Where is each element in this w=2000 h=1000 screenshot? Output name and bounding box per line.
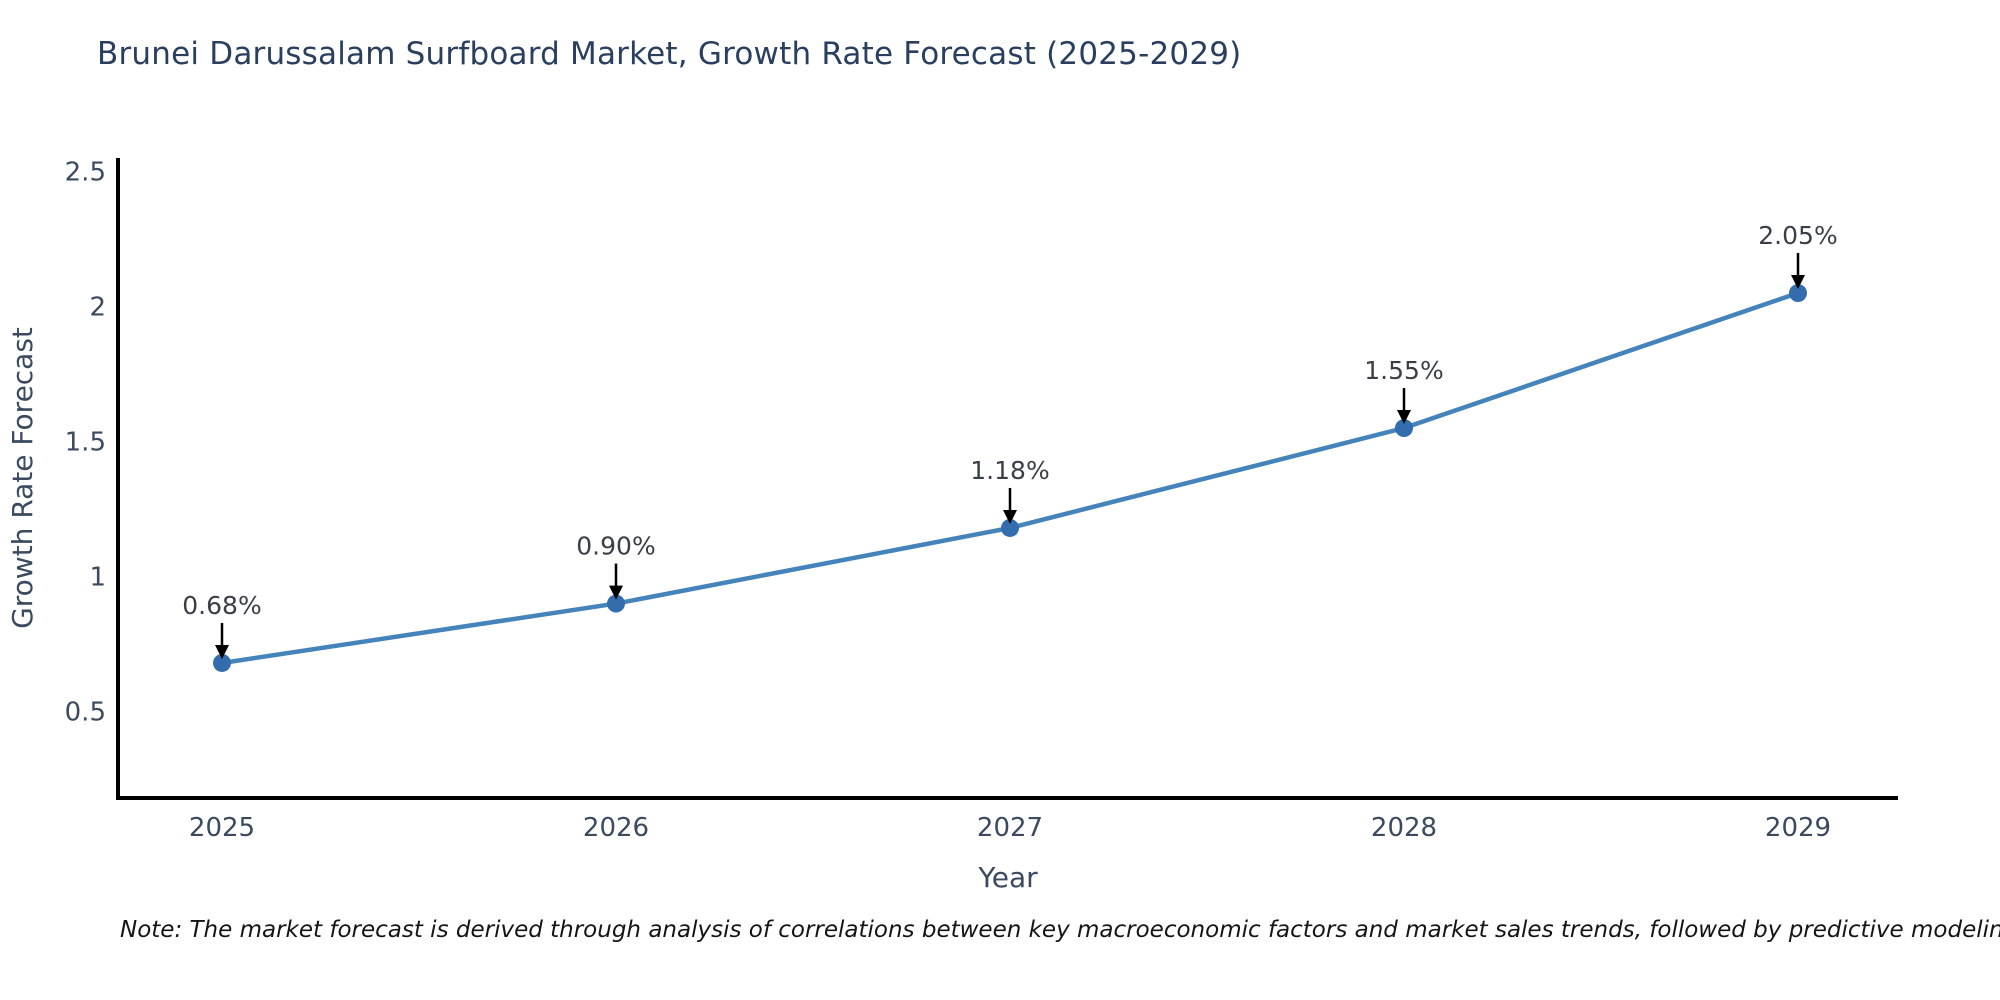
y-tick-label: 2.5: [65, 158, 106, 188]
y-axis-title: Growth Rate Forecast: [6, 327, 39, 629]
x-tick-label: 2028: [1371, 813, 1437, 843]
data-point-marker: [607, 594, 625, 613]
chart-title: Brunei Darussalam Surfboard Market, Grow…: [97, 36, 1242, 72]
annotation-arrowhead-icon: [1003, 509, 1017, 524]
x-tick-label: 2025: [189, 813, 255, 843]
annotation-arrowhead-icon: [215, 644, 229, 659]
data-point-marker: [1395, 419, 1413, 438]
footnote: Note: The market forecast is derived thr…: [120, 917, 2000, 943]
annotation-label: 0.68%: [182, 591, 261, 620]
data-point-marker: [1001, 518, 1019, 537]
x-tick-label: 2027: [977, 813, 1043, 843]
annotation-label: 2.05%: [1758, 221, 1837, 250]
annotation-label: 1.55%: [1364, 356, 1443, 385]
x-axis-title: Year: [977, 861, 1038, 894]
annotation-arrowhead-icon: [1397, 410, 1411, 425]
y-tick-label: 2: [89, 293, 106, 323]
annotation-arrowhead-icon: [609, 585, 623, 600]
annotation-arrowhead-icon: [1791, 275, 1805, 290]
annotation-label: 0.90%: [576, 532, 655, 561]
annotation-label: 1.18%: [970, 456, 1049, 485]
data-point-marker: [213, 653, 231, 672]
y-tick-label: 1: [89, 563, 106, 593]
y-tick-label: 1.5: [65, 428, 106, 458]
data-point-marker: [1789, 284, 1807, 303]
x-tick-label: 2026: [583, 813, 649, 843]
x-tick-label: 2029: [1765, 813, 1831, 843]
y-tick-label: 0.5: [65, 698, 106, 728]
